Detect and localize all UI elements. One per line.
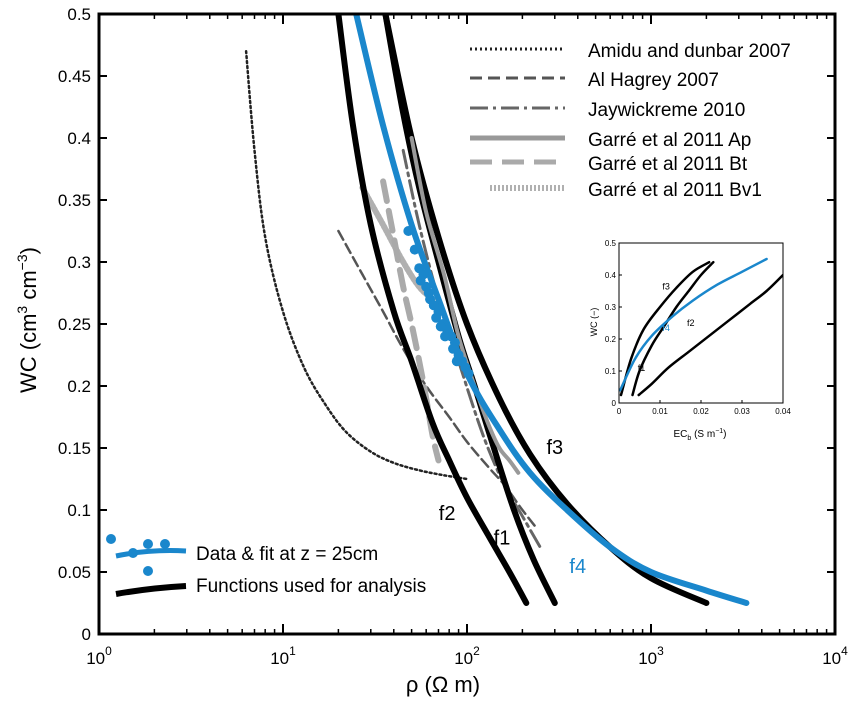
legend-fit-dot-3 — [143, 539, 153, 549]
y-tick-label: 0.25 — [58, 315, 91, 334]
inset-y-axis-label: WC (−) — [589, 308, 599, 337]
y-tick-label: 0.3 — [67, 253, 91, 272]
y-tick-label: 0.15 — [58, 439, 91, 458]
y-axis-label: WC (cm3 cm−3) — [14, 247, 41, 393]
inset-y-tick-label: 0.1 — [605, 367, 617, 376]
inset-y-tick-label: 0 — [612, 399, 617, 408]
legend-bottom-left: Data & fit at z = 25cm Functions used fo… — [106, 534, 426, 597]
series-amidu — [244, 49, 469, 481]
inset-x-label-end: ) — [723, 429, 726, 440]
x-tick-label: 103 — [638, 644, 664, 668]
y-axis-label-end: ) — [16, 247, 41, 254]
data-point — [463, 368, 474, 379]
data-point — [431, 312, 442, 323]
legend-label-functions: Functions used for analysis — [196, 576, 426, 597]
inset-x-tick-label: 0.01 — [652, 407, 668, 416]
series-f2 — [335, 14, 530, 606]
legend-functions-line — [115, 583, 187, 597]
curve-label-f3: f3 — [546, 437, 563, 459]
inset-x-tick-label: 0.03 — [734, 407, 750, 416]
x-tick-label: 101 — [270, 644, 296, 668]
curve-label-f1: f1 — [494, 528, 511, 550]
series-garre-bt — [380, 178, 442, 464]
inset-x-tick-label: 0 — [617, 407, 622, 416]
inset-chart: 0 0.1 0.2 0.3 0.4 0.5 0 0.01 0.02 0.03 0.04 f3 f4 f2… — [588, 230, 798, 445]
curve-label-f4: f4 — [569, 556, 586, 578]
data-point — [435, 321, 446, 332]
data-point — [451, 356, 462, 367]
legend-fit-dot-4 — [160, 539, 170, 549]
legend-fit-dot-1 — [106, 534, 116, 544]
main-plot-series — [244, 14, 750, 606]
inset-series-f3 — [619, 260, 711, 397]
legend-top-right: Amidu and dunbar 2007 Al Hagrey 2007 Jay… — [470, 41, 791, 201]
inset-curve-label-f4: f4 — [662, 323, 670, 333]
y-tick-label: 0.35 — [58, 191, 91, 210]
inset-x-tick-label: 0.02 — [693, 407, 709, 416]
legend-label-garre-bt: Garré et al 2011 Bt — [588, 154, 748, 175]
inset-series-f2 — [637, 273, 783, 397]
y-tick-label: 0.1 — [67, 501, 91, 520]
series-garre-bv1 — [359, 184, 436, 303]
y-tick-label: 0 — [82, 625, 91, 644]
inset-series-f4 — [619, 257, 768, 392]
inset-x-axis-label: ECb (S m−1) — [673, 428, 726, 442]
data-point — [440, 331, 451, 342]
data-point — [409, 244, 420, 255]
legend-label-amidu: Amidu and dunbar 2007 — [588, 41, 791, 62]
series-jaywick — [401, 148, 542, 549]
y-tick-label: 0.45 — [58, 67, 91, 86]
inset-curve-label-f3: f3 — [662, 281, 670, 291]
y-tick-label: 0.2 — [67, 377, 91, 396]
y-axis-label-mid: cm — [16, 270, 41, 305]
y-axis-label-main: WC (cm — [16, 314, 41, 393]
inset-y-tick-label: 0.5 — [605, 239, 617, 248]
legend-label-garre-ap: Garré et al 2011 Ap — [588, 130, 751, 151]
inset-curve-labels: f3 f4 f2 f1 — [638, 281, 695, 373]
inset-x-label-unit: (S m — [691, 429, 715, 440]
y-axis-label-sup1: 3 — [14, 306, 30, 314]
inset-x-label-sub: b — [687, 435, 691, 442]
inset-curve-label-f2: f2 — [687, 318, 695, 328]
inset-curve-label-f1: f1 — [638, 363, 646, 373]
legend-fit-line — [115, 548, 187, 559]
series-f4 — [353, 14, 750, 606]
main-chart: 0 0.05 0.1 0.15 0.2 0.25 0.3 0.35 0.4 0.45 0.5 100 1… — [14, 5, 848, 697]
inset-x-label-sup: −1 — [715, 428, 723, 435]
legend-label-alhagrey: Al Hagrey 2007 — [588, 70, 719, 91]
inset-background — [588, 230, 798, 445]
inset-y-tick-label: 0.4 — [605, 271, 617, 280]
data-point — [423, 288, 434, 298]
curve-label-f2: f2 — [439, 503, 456, 525]
x-tick-label: 100 — [86, 644, 112, 668]
legend-label-garre-bv1: Garré et al 2011 Bv1 — [588, 180, 762, 201]
legend-label-fit: Data & fit at z = 25cm — [196, 544, 378, 565]
series-alhagrey — [337, 229, 539, 530]
inset-plot-series — [619, 257, 783, 397]
inset-y-tick-label: 0.3 — [605, 303, 617, 312]
data-point — [403, 226, 414, 236]
inset-x-label-main: EC — [673, 429, 687, 440]
main-curve-labels: f1 f2 f3 f4 — [439, 437, 586, 578]
y-axis-label-sup2: −3 — [14, 254, 30, 270]
data-point — [415, 275, 426, 286]
legend-label-jaywick: Jaywickreme 2010 — [588, 100, 745, 121]
inset-axes: 0 0.1 0.2 0.3 0.4 0.5 0 0.01 0.02 0.03 0.04 — [605, 239, 791, 416]
x-tick-label: 104 — [822, 644, 848, 668]
inset-x-tick-label: 0.04 — [775, 407, 791, 416]
main-axes: 0 0.05 0.1 0.15 0.2 0.25 0.3 0.35 0.4 0.45 0.5 100 1… — [58, 5, 848, 668]
legend-fit-dot-5 — [143, 566, 153, 576]
y-tick-label: 0.5 — [67, 5, 91, 24]
inset-y-tick-label: 0.2 — [605, 335, 617, 344]
y-tick-label: 0.4 — [67, 129, 91, 148]
data-point — [448, 343, 459, 354]
inset-series-f1 — [631, 260, 715, 397]
x-axis-label: ρ (Ω m) — [406, 672, 480, 697]
y-tick-label: 0.05 — [58, 563, 91, 582]
x-tick-label: 102 — [454, 644, 480, 668]
